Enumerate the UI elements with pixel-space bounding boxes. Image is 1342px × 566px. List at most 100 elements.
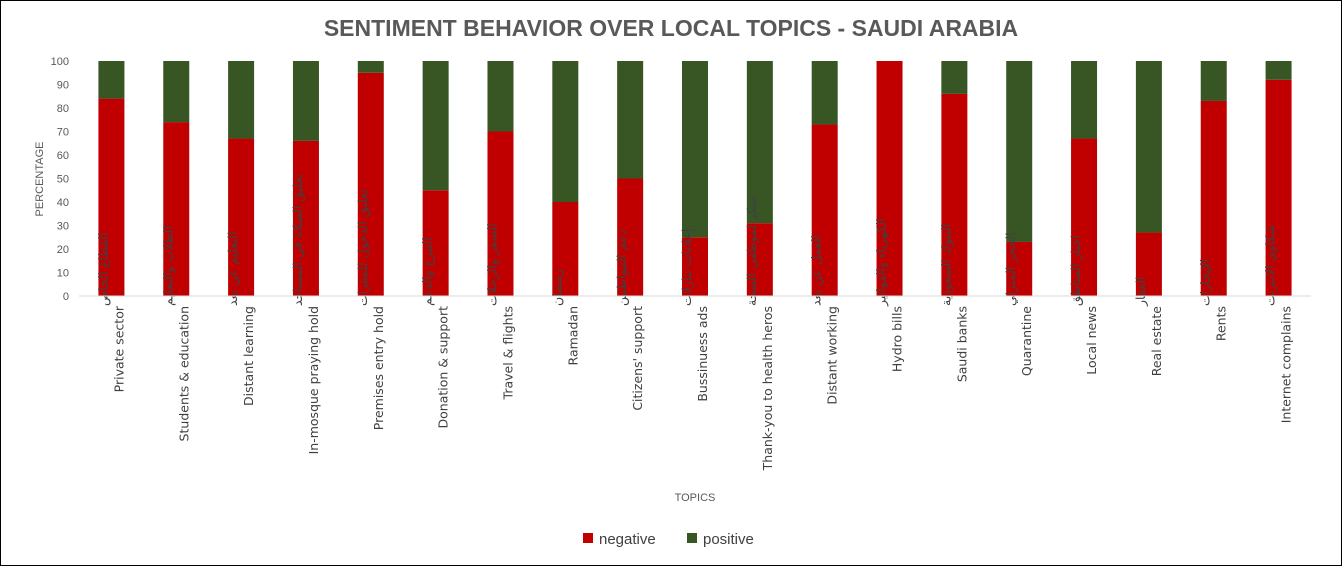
bar-segment-positive — [228, 61, 255, 139]
category-label-en: Saudi banks — [954, 306, 969, 382]
category-label-ar: العمل عن بعد — [809, 235, 825, 306]
category-label-en: Citizens' support — [630, 306, 645, 411]
bar-segment-positive — [163, 61, 190, 123]
category-label-en: Distant learning — [241, 306, 256, 406]
category-label-ar: دعم المواطنين — [614, 229, 630, 306]
category-label-ar: القطاع الخاص — [95, 233, 111, 306]
bar-segment-negative — [1135, 232, 1162, 296]
y-axis-title: PERCENTAGE — [34, 142, 46, 217]
bar-segment-negative — [1006, 241, 1033, 296]
y-tick-label: 0 — [63, 291, 69, 303]
bar-segment-negative — [487, 131, 514, 296]
bar-segment-positive — [746, 61, 773, 224]
x-axis-title: TOPICS — [675, 492, 716, 504]
category-label-en: Private sector — [111, 305, 126, 392]
bar-segment-positive — [357, 61, 384, 73]
bar-segment-negative — [682, 237, 708, 296]
category-label-ar: البنوك السعودية — [938, 224, 954, 306]
category-label-en: Real estate — [1149, 306, 1164, 377]
bar-segment-positive — [1135, 61, 1162, 233]
category-label-en: Students & education — [176, 306, 191, 441]
category-label-ar: اخبار المناطق — [1068, 235, 1084, 306]
bar-segment-positive — [422, 61, 449, 191]
bar-segment-negative — [228, 138, 255, 296]
y-tick-label: 20 — [57, 244, 69, 256]
category-label-en: Premises entry hold — [371, 306, 386, 430]
category-label-ar: التبرع والدعم — [420, 237, 436, 306]
category-label-ar: تعليق الدخول للمقرات — [355, 189, 371, 306]
category-label-ar: شكاوي الانترنت — [1263, 225, 1279, 306]
y-axis-ticks: 0 10 20 30 40 50 60 70 80 90 100 — [51, 56, 69, 303]
bar-segment-negative — [292, 140, 319, 296]
bar-segment-positive — [941, 61, 968, 94]
y-tick-label: 100 — [51, 56, 69, 68]
y-tick-label: 70 — [57, 127, 69, 139]
bar-segment-negative — [422, 190, 449, 296]
legend: negative positive — [583, 531, 754, 548]
category-label-ar: الكهرباء والفواتير — [874, 218, 890, 307]
bar-segment-positive — [292, 61, 319, 141]
category-label-ar: الطلاب والتعليم — [160, 226, 176, 306]
y-tick-label: 30 — [57, 221, 69, 233]
category-label-ar: إعلانات تنازلات — [679, 229, 695, 306]
bar-segment-negative — [357, 72, 384, 296]
bar-segment-negative — [1071, 138, 1098, 296]
y-tick-label: 90 — [57, 80, 69, 92]
category-label-ar: العقار — [1133, 277, 1149, 307]
legend-label-positive: positive — [703, 531, 754, 548]
category-label-en: Thank-you to health heros — [760, 306, 775, 471]
category-label-ar: رمضان — [549, 269, 565, 306]
bar-segment-positive — [682, 61, 708, 238]
legend-label-negative: negative — [599, 531, 656, 548]
category-label-ar: الحجر المنزلي — [1003, 232, 1019, 306]
category-label-ar: التعليم عن بعد — [225, 232, 241, 306]
bar-segment-positive — [1200, 61, 1227, 101]
category-label-en: Ramadan — [565, 306, 580, 365]
y-tick-label: 80 — [57, 103, 69, 115]
bar-segment-positive — [617, 61, 644, 179]
bar-segment-negative — [98, 98, 125, 296]
category-label-en: Bussinuess ads — [695, 306, 710, 402]
chart-title: SENTIMENT BEHAVIOR OVER LOCAL TOPICS - S… — [324, 15, 1018, 41]
category-label-en: Travel & flights — [500, 306, 515, 400]
bar-segment-positive — [1265, 61, 1292, 80]
category-label-en: Quarantine — [1019, 306, 1034, 376]
bar-segment-positive — [552, 61, 579, 202]
bar-segment-positive — [1071, 61, 1098, 139]
bar-segment-negative — [552, 202, 579, 296]
bar-segment-negative — [1200, 100, 1227, 296]
category-label-en: Distant working — [825, 306, 840, 405]
bar-segment-negative — [811, 124, 838, 296]
bar-segment-negative — [1265, 79, 1292, 296]
y-tick-label: 40 — [57, 197, 69, 209]
category-label-en: Donation & support — [436, 306, 451, 429]
bar-segment-negative — [876, 61, 903, 296]
category-label-ar: الإيجارات — [1198, 259, 1214, 306]
category-label-en: Local news — [1084, 306, 1099, 375]
bar-segment-negative — [617, 178, 644, 296]
y-tick-label: 10 — [57, 268, 69, 280]
legend-swatch-negative — [583, 533, 593, 543]
bar-segment-positive — [487, 61, 514, 132]
category-label-en: Internet complains — [1279, 306, 1294, 423]
y-tick-label: 60 — [57, 150, 69, 162]
